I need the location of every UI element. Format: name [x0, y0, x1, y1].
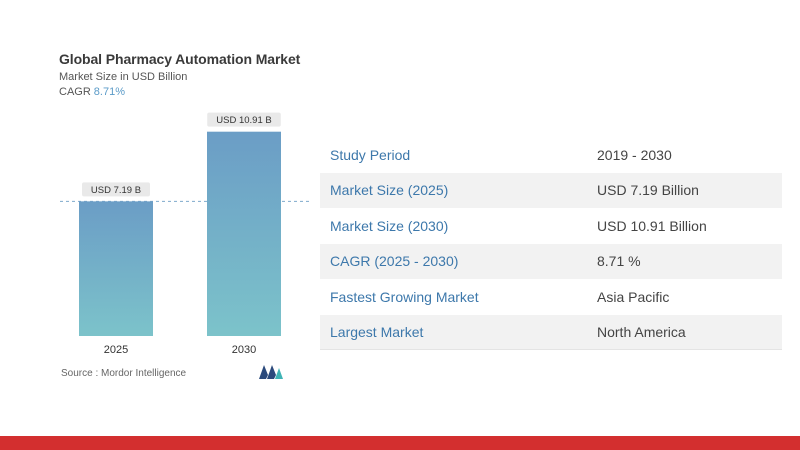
chart-subtitle: Market Size in USD Billion	[59, 71, 188, 83]
stat-value: North America	[597, 323, 686, 340]
stat-value: Asia Pacific	[597, 288, 670, 305]
cagr-line: CAGR 8.71%	[59, 86, 300, 98]
bar-chart: USD 7.19 B 2025 USD 10.91 B 2030	[60, 112, 310, 356]
stat-row: Largest Market North America	[320, 314, 782, 350]
chart-header: Global Pharmacy Automation Market Market…	[59, 51, 300, 98]
stat-row: Market Size (2030) USD 10.91 Billion	[320, 208, 782, 244]
stat-row: CAGR (2025 - 2030) 8.71 %	[320, 243, 782, 279]
x-tick-label: 2025	[104, 344, 128, 356]
stat-row: Study Period 2019 - 2030	[320, 137, 782, 173]
footer-bar	[0, 436, 800, 450]
data-label-box	[82, 182, 150, 197]
stat-label: Market Size (2030)	[330, 217, 449, 234]
stat-value: 8.71 %	[597, 253, 641, 270]
x-tick-label: 2030	[232, 344, 256, 356]
mordor-logo-icon	[259, 365, 283, 379]
stat-value: USD 7.19 Billion	[597, 182, 699, 199]
market-stats-table: Study Period 2019 - 2030 Market Size (2025…	[320, 137, 782, 350]
cagr-label: CAGR	[59, 86, 91, 98]
stat-label: Study Period	[330, 146, 411, 163]
stat-value: 2019 - 2030	[597, 146, 672, 163]
data-label-box	[207, 112, 281, 127]
bar-2025	[79, 201, 153, 336]
stat-row: Market Size (2025) USD 7.19 Billion	[320, 172, 782, 208]
chart-title: Global Pharmacy Automation Market	[59, 51, 301, 67]
stat-label: Largest Market	[330, 323, 424, 340]
bar-2030	[207, 131, 281, 336]
stat-row: Fastest Growing Market Asia Pacific	[320, 279, 782, 315]
data-label: USD 7.19 B	[91, 185, 141, 196]
cagr-value: 8.71%	[93, 86, 125, 98]
stat-label: Market Size (2025)	[330, 182, 449, 199]
stat-label: Fastest Growing Market	[330, 288, 479, 305]
data-label: USD 10.91 B	[216, 115, 271, 126]
stat-value: USD 10.91 Billion	[597, 217, 707, 234]
stat-label: CAGR (2025 - 2030)	[330, 253, 459, 270]
source-note: Source : Mordor Intelligence	[61, 368, 187, 379]
